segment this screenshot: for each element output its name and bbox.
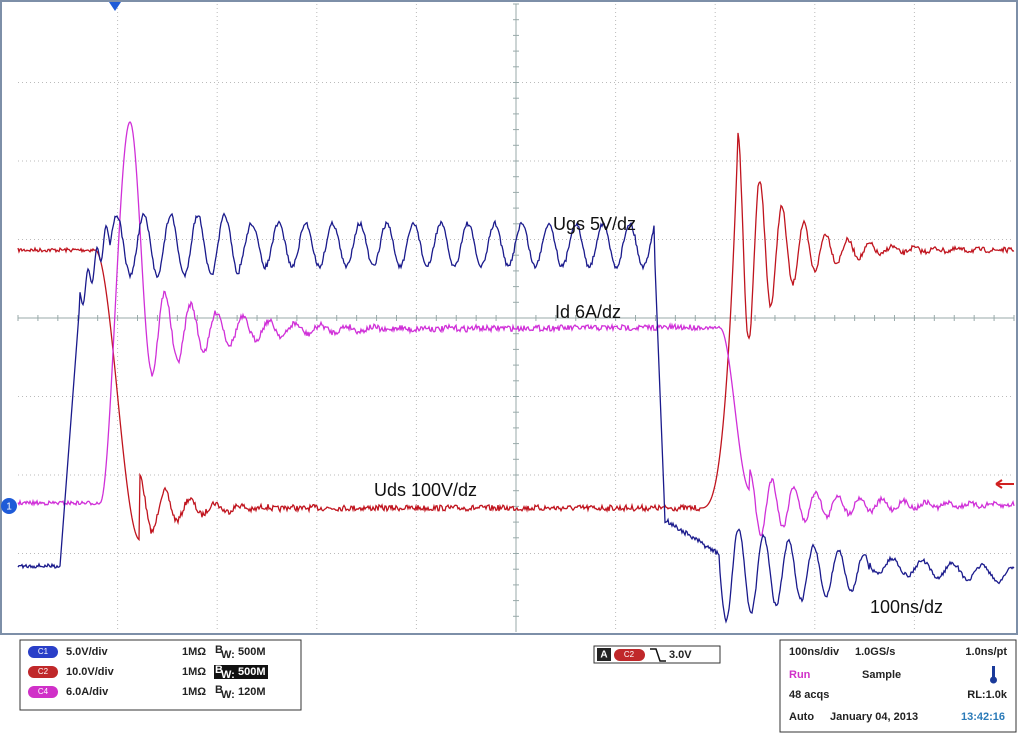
trigger-panel	[593, 645, 721, 664]
bandwidth-subscript: W:	[221, 649, 235, 661]
trigger-slope-icon	[650, 648, 666, 662]
thermometer-icon	[990, 666, 997, 684]
timebase: 100ns/div	[789, 646, 840, 658]
acquisition-count: 48 acqs	[789, 689, 829, 701]
date: January 04, 2013	[830, 711, 918, 723]
record-length: RL:1.0k	[967, 689, 1008, 701]
trace-label: Ugs 5V/dz	[553, 214, 636, 234]
channel-bandwidth: 120M	[238, 686, 266, 698]
channel-bandwidth: 500M	[238, 646, 266, 658]
channel-badge-label: C2	[38, 667, 49, 676]
bandwidth-symbol: B	[215, 664, 223, 676]
channel-scale: 10.0V/div	[66, 666, 115, 678]
bandwidth-symbol: B	[215, 684, 223, 696]
channel-impedance: 1MΩ	[182, 646, 206, 658]
run-state: Run	[789, 669, 811, 681]
channel-bandwidth: 500M	[238, 666, 266, 678]
graticule	[17, 3, 1015, 632]
trigger-position-marker	[109, 2, 121, 11]
trigger-mode-auto: Auto	[789, 711, 814, 723]
time: 13:42:16	[961, 711, 1005, 723]
channel-1-ground-marker	[1, 498, 17, 514]
channel-scale: 6.0A/div	[66, 686, 109, 698]
trigger-mode-badge	[597, 648, 611, 661]
channel-badge-label: C4	[38, 687, 49, 696]
uds-trace	[17, 132, 1015, 542]
trigger-level: 3.0V	[669, 649, 692, 661]
acquisition-mode: Sample	[862, 669, 901, 681]
channel-scale: 5.0V/div	[66, 646, 108, 658]
trigger-level-marker	[995, 479, 1014, 489]
trigger-mode: A	[600, 650, 607, 661]
bandwidth-subscript: W:	[221, 669, 235, 681]
bandwidth-highlight	[214, 665, 268, 679]
sample-rate: 1.0GS/s	[855, 646, 895, 658]
bandwidth-subscript: W:	[221, 689, 235, 701]
ugs-trace	[17, 212, 1015, 624]
resolution: 1.0ns/pt	[965, 646, 1007, 658]
trigger-source: C2	[624, 650, 635, 659]
channel-badge	[28, 686, 58, 698]
waveforms	[17, 121, 1015, 624]
channel-badge-label: C1	[38, 647, 49, 656]
channel-impedance: 1MΩ	[182, 666, 206, 678]
bandwidth-symbol: B	[215, 644, 223, 656]
trace-label: 100ns/dz	[870, 597, 943, 617]
trace-label: Uds 100V/dz	[374, 480, 477, 500]
trigger-source-badge	[614, 649, 645, 661]
acquisition-panel	[779, 639, 1017, 733]
channel-badge	[28, 646, 58, 658]
channel-badge	[28, 666, 58, 678]
trace-label: Id 6A/dz	[555, 302, 621, 322]
id-trace	[17, 121, 1015, 537]
ground-marker-label: 1	[6, 502, 12, 513]
channel-impedance: 1MΩ	[182, 686, 206, 698]
